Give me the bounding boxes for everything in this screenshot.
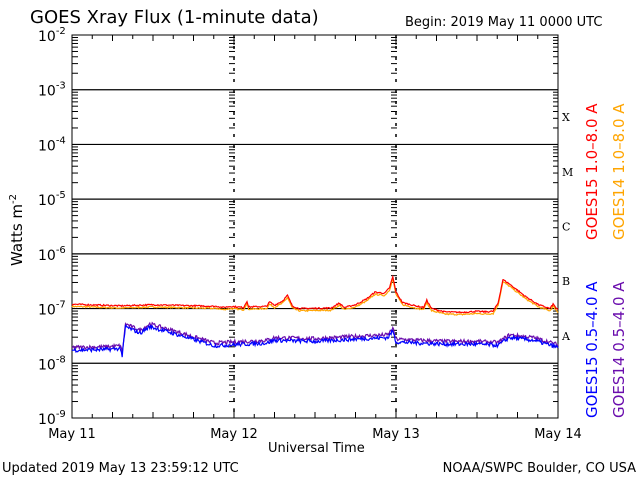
y-tick-label: 10-3 [38,81,66,100]
plot-frame [71,34,559,419]
flare-class-label: X [562,111,570,124]
updated-timestamp: Updated 2019 May 13 23:59:12 UTC [2,461,239,476]
legend-goes14-short: GOES14 0.5–4.0 A [610,281,628,418]
series-line-goes14-0-5-4-0-a [71,321,559,353]
series-line-goes15-1-0-8-0-a [71,274,559,314]
series-line-goes14-1-0-8-0-a [71,277,559,316]
y-tick-label: 10-2 [38,26,66,45]
series-line-goes15-0-5-4-0-a [71,324,559,358]
x-tick-label: May 11 [48,427,96,442]
chart-title: GOES Xray Flux (1-minute data) [30,7,319,28]
begin-label: Begin: 2019 May 11 0000 UTC [405,15,603,30]
legend-goes15-long: GOES15 1.0–8.0 A [583,103,601,240]
x-tick-label: May 12 [210,427,258,442]
y-tick-label: 10-5 [38,190,66,209]
y-axis-label: Watts m-2 [8,193,26,266]
x-tick-label: May 13 [372,427,420,442]
flare-class-label: M [562,166,573,179]
y-tick-label: 10-6 [38,245,66,264]
y-tick-label: 10-4 [38,135,66,154]
legend-goes15-short: GOES15 0.5–4.0 A [583,281,601,418]
flare-class-label: B [562,275,570,288]
x-axis-label: Universal Time [268,441,365,456]
credit-label: NOAA/SWPC Boulder, CO USA [442,461,636,476]
flare-class-label: C [562,221,570,234]
y-tick-label: 10-8 [38,354,66,373]
y-tick-label: 10-9 [38,409,66,428]
y-tick-label: 10-7 [38,300,66,319]
x-tick-label: May 14 [534,427,582,442]
flare-class-label: A [561,330,571,343]
legend-goes14-long: GOES14 1.0–8.0 A [610,103,628,240]
